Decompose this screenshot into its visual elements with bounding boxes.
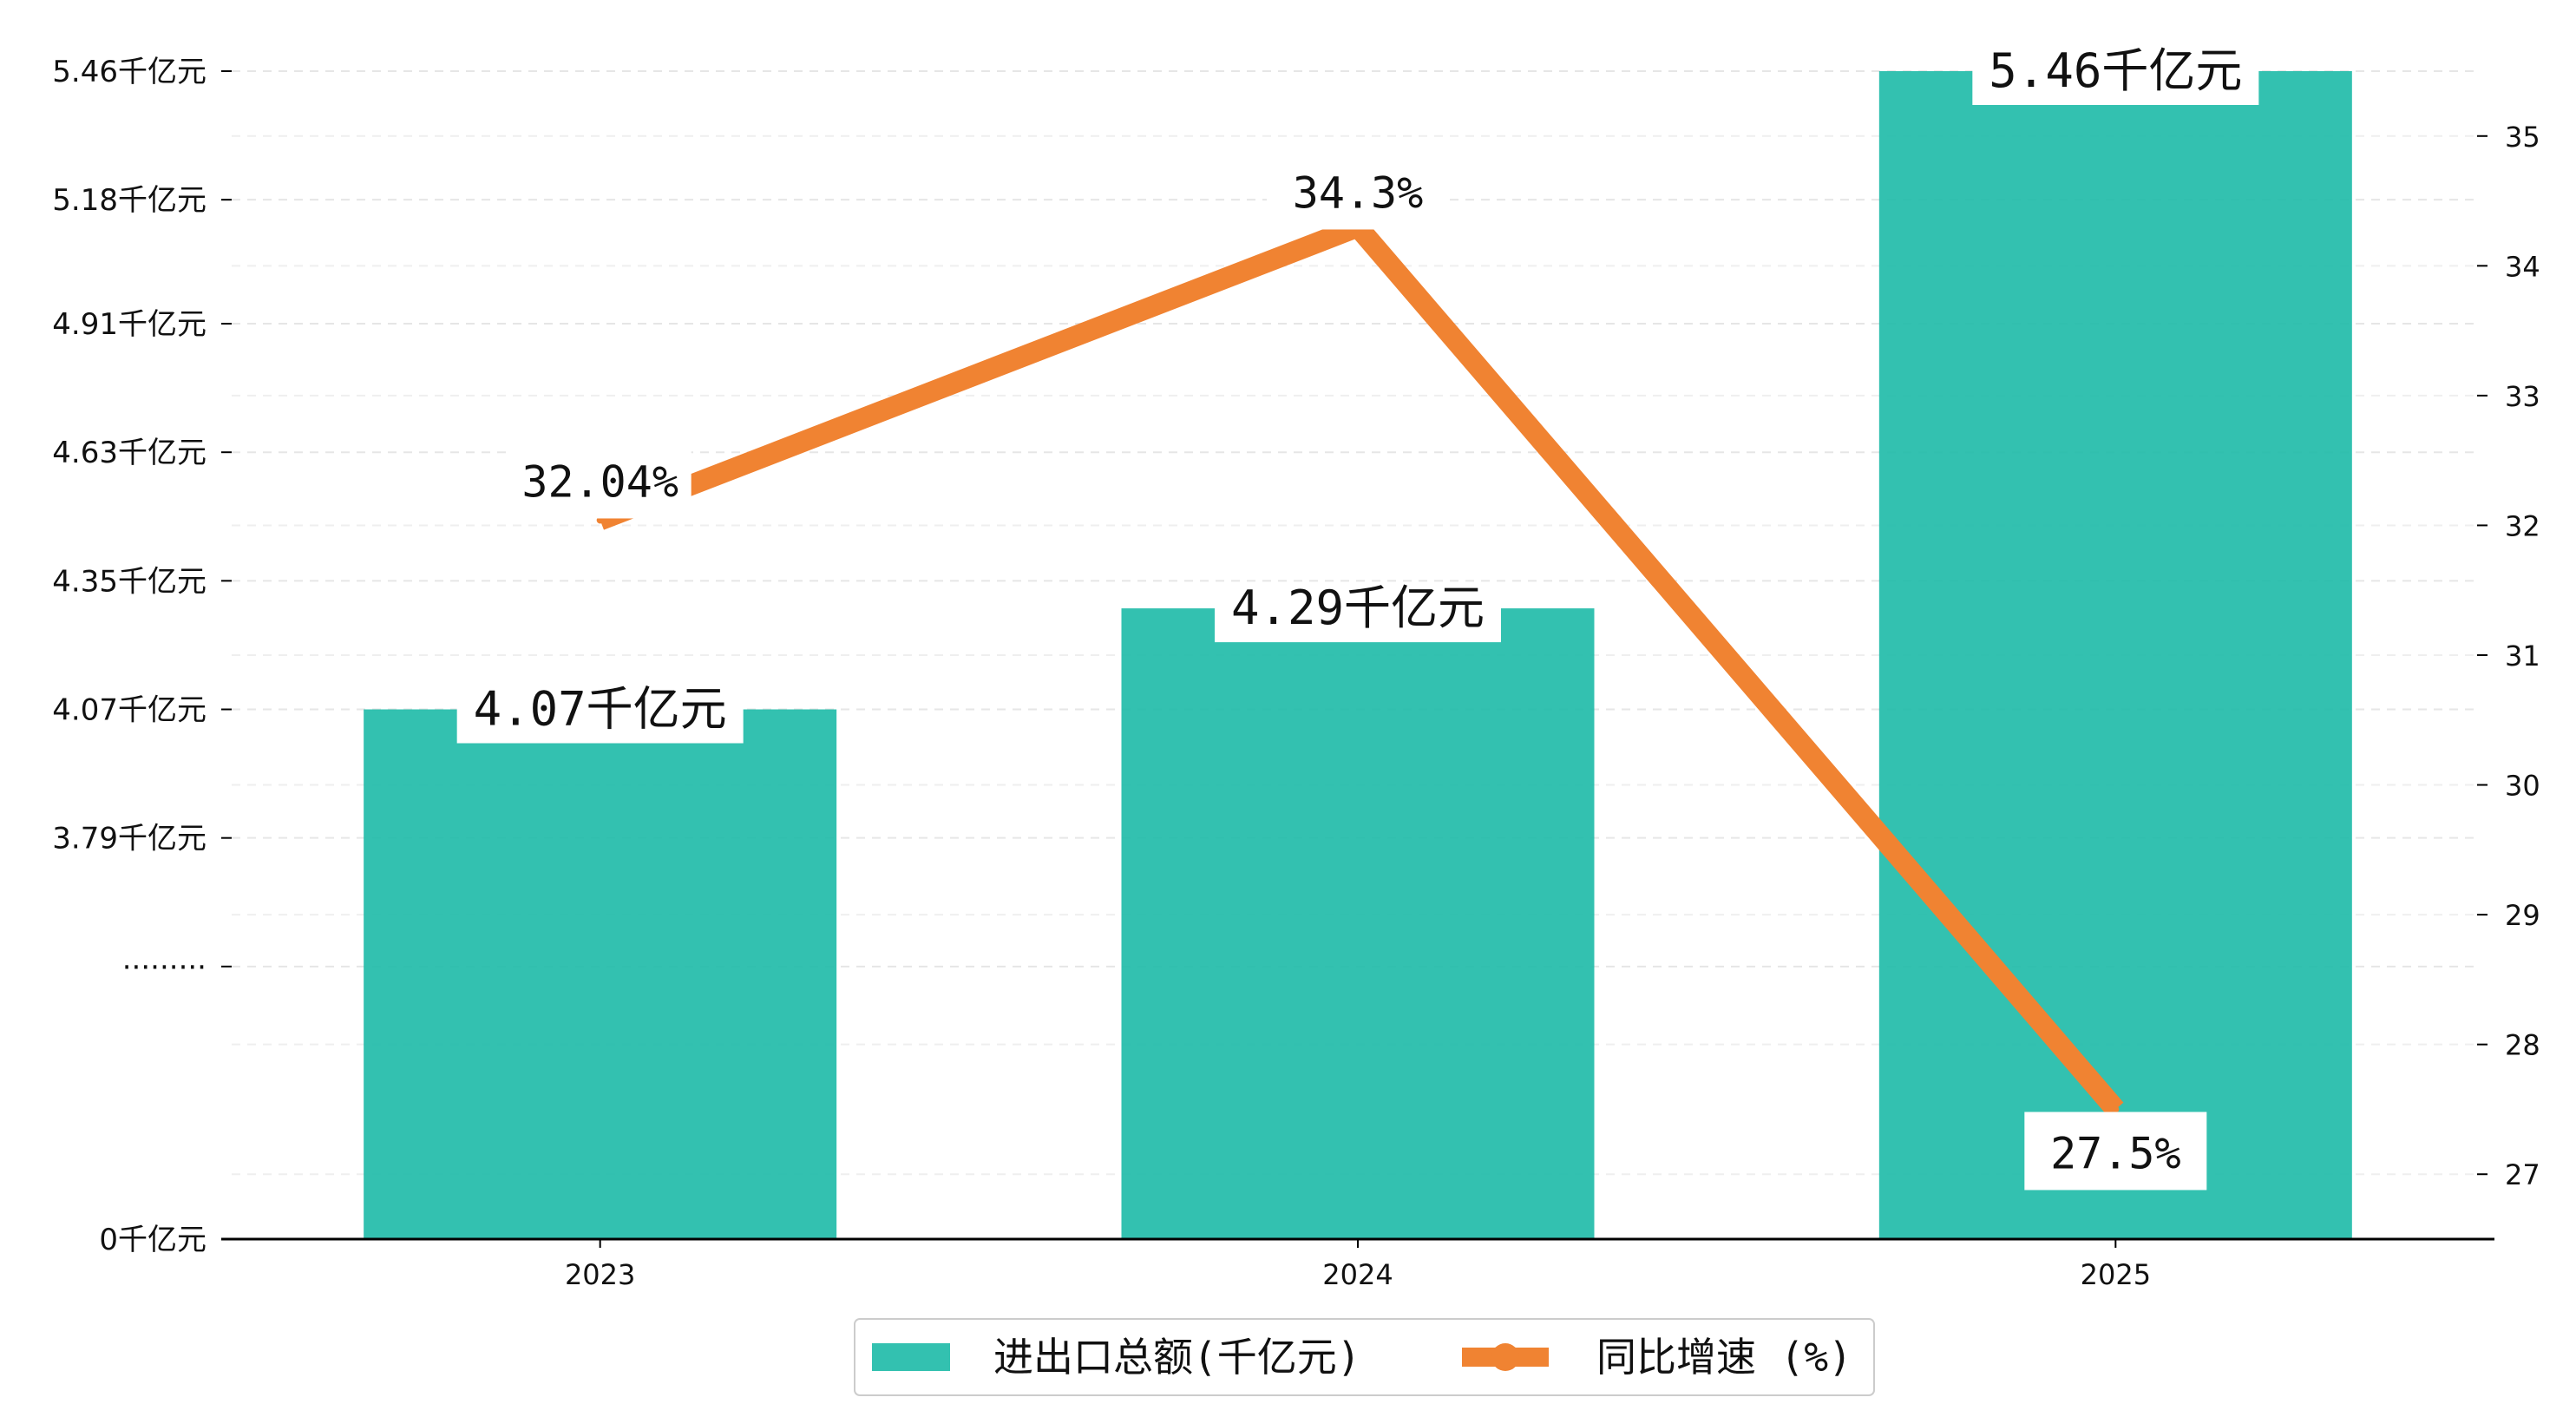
bar-label-2024: 4.29千亿元	[1231, 581, 1485, 635]
bar-series	[364, 71, 2352, 1239]
line-label-2023: 32.04%	[521, 456, 678, 507]
bar-label-2023: 4.07千亿元	[474, 682, 727, 737]
y-right-tick-label-28: 28	[2505, 1029, 2540, 1062]
bar-label-box-2025	[1972, 51, 2259, 105]
line-label-box-2024	[1267, 151, 1449, 230]
line-label-2024: 34.3%	[1293, 167, 1424, 218]
y-right-tick-label-27: 27	[2505, 1158, 2540, 1191]
y-left-tick-label-4: 4.35千亿元	[52, 564, 206, 599]
legend-label-line: 同比增速 (%)	[1596, 1334, 1852, 1381]
legend-swatch-bars	[872, 1343, 950, 1371]
y-right-tick-label-31: 31	[2505, 640, 2540, 672]
legend-label-bars: 进出口总额(千亿元)	[993, 1334, 1360, 1381]
y-right-tick-label-34: 34	[2505, 250, 2540, 283]
bar-2024	[1121, 608, 1595, 1239]
y-left-tick-label-1: ·········	[122, 950, 206, 985]
y-left-tick-label-6: 4.91千亿元	[52, 307, 206, 342]
y-right-tick-label-29: 29	[2505, 899, 2540, 932]
growth-point-2025	[2112, 1105, 2120, 1113]
bar-label-box-2023	[456, 689, 744, 744]
bar-2025	[1878, 71, 2352, 1239]
y-left-tick-label-5: 4.63千亿元	[52, 436, 206, 470]
legend: 进出口总额(千亿元) 同比增速 (%)	[854, 1318, 1875, 1396]
line-label-box-2025	[2024, 1112, 2207, 1191]
y-right-tick-label-35: 35	[2505, 121, 2540, 154]
axes: 2023 2024 2025 0千亿元 ········· 3.79千亿元 4.07千亿元 4…	[52, 55, 2540, 1291]
legend-box	[854, 1318, 1875, 1396]
y-left-tick-label-8: 5.46千亿元	[52, 55, 206, 89]
line-label-box-2023	[508, 440, 692, 519]
y-right-tick-label-30: 30	[2505, 770, 2540, 803]
line-label-2025: 27.5%	[2050, 1128, 2181, 1178]
y-left-tick-label-7: 5.18千亿元	[52, 183, 206, 218]
bar-label-box-2024	[1215, 588, 1501, 643]
bar-label-2025: 5.46千亿元	[1989, 43, 2242, 98]
x-tick-label-2025: 2025	[2081, 1258, 2151, 1291]
y-left-tick-label-2: 3.79千亿元	[52, 822, 206, 856]
data-labels: 4.07千亿元 4.29千亿元 5.46千亿元 32.04% 34.3% 27.5%	[456, 43, 2259, 1191]
y-left-tick-label-3: 4.07千亿元	[52, 693, 206, 728]
y-left-tick-label-0: 0千亿元	[99, 1223, 206, 1257]
legend-swatch-marker	[1491, 1343, 1519, 1371]
y-right-tick-label-33: 33	[2505, 380, 2540, 413]
bar-2023	[364, 709, 837, 1239]
y-right-tick-label-32: 32	[2505, 509, 2540, 542]
x-tick-label-2024: 2024	[1322, 1258, 1393, 1291]
x-tick-label-2023: 2023	[565, 1258, 635, 1291]
